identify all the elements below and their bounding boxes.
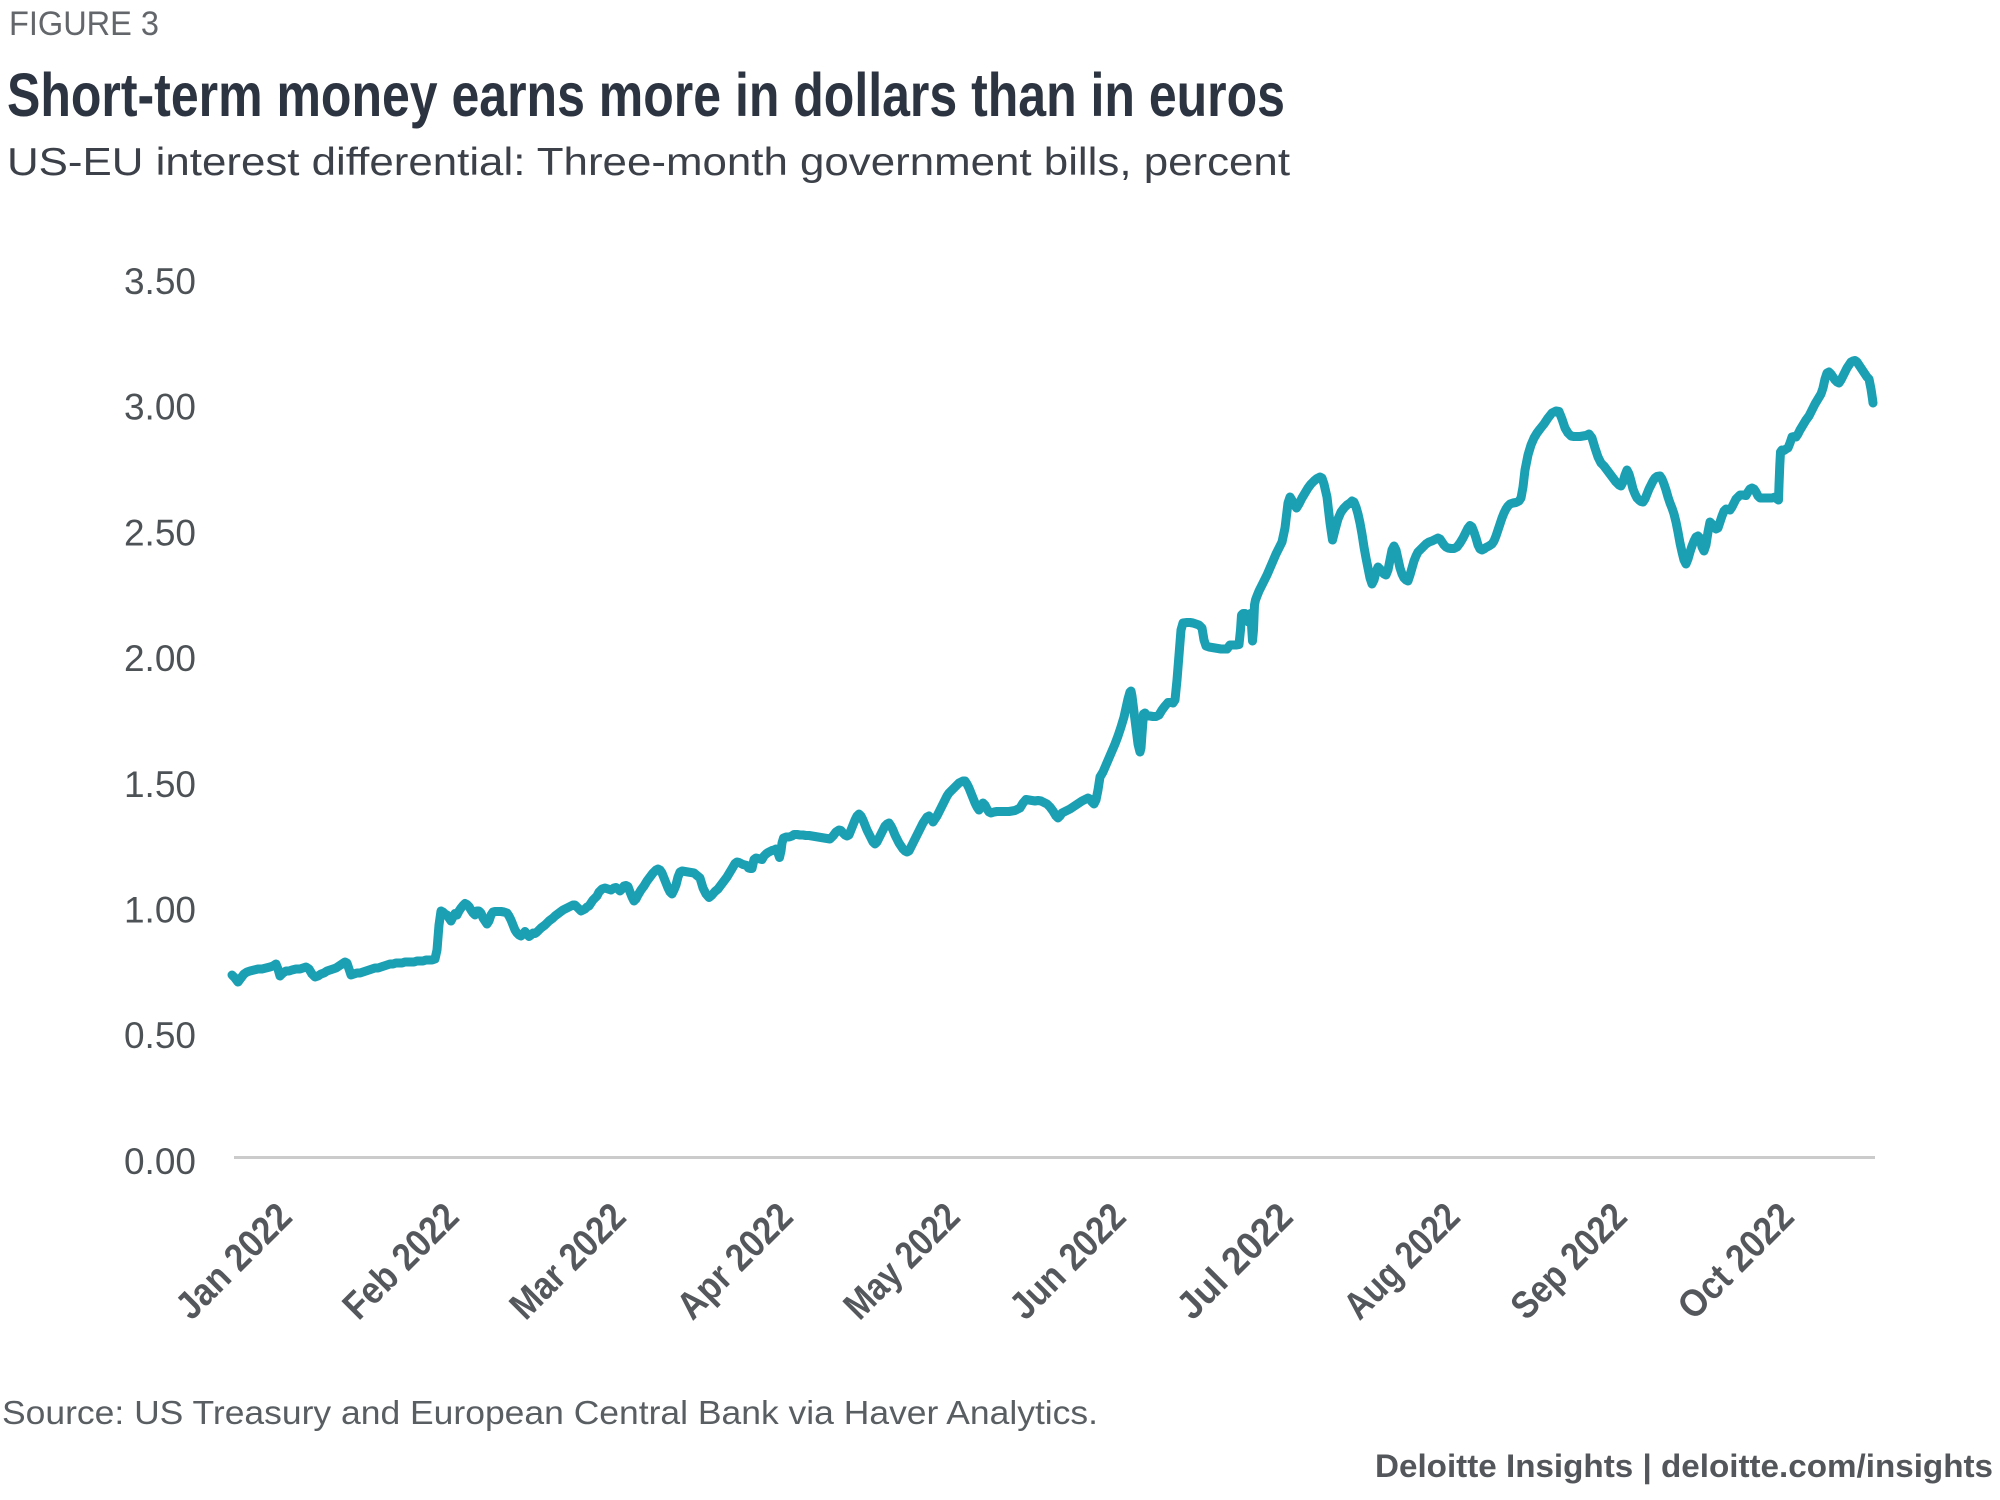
svg-text:3.50: 3.50: [124, 261, 196, 302]
svg-text:1.00: 1.00: [124, 890, 196, 931]
svg-text:Short-term money earns more in: Short-term money earns more in dollars t…: [7, 61, 1285, 129]
svg-text:Source: US Treasury and Europe: Source: US Treasury and European Central…: [2, 1394, 1098, 1431]
svg-text:2.50: 2.50: [124, 512, 196, 553]
svg-text:FIGURE 3: FIGURE 3: [9, 5, 159, 43]
svg-text:US-EU interest differential: T: US-EU interest differential: Three-month…: [7, 141, 1290, 184]
svg-text:0.00: 0.00: [124, 1141, 196, 1182]
svg-text:3.00: 3.00: [124, 387, 196, 428]
svg-text:0.50: 0.50: [124, 1015, 196, 1056]
svg-text:Deloitte Insights | deloitte.c: Deloitte Insights | deloitte.com/insight…: [1375, 1448, 1993, 1484]
svg-text:2.00: 2.00: [124, 638, 196, 679]
svg-text:1.50: 1.50: [124, 764, 196, 805]
